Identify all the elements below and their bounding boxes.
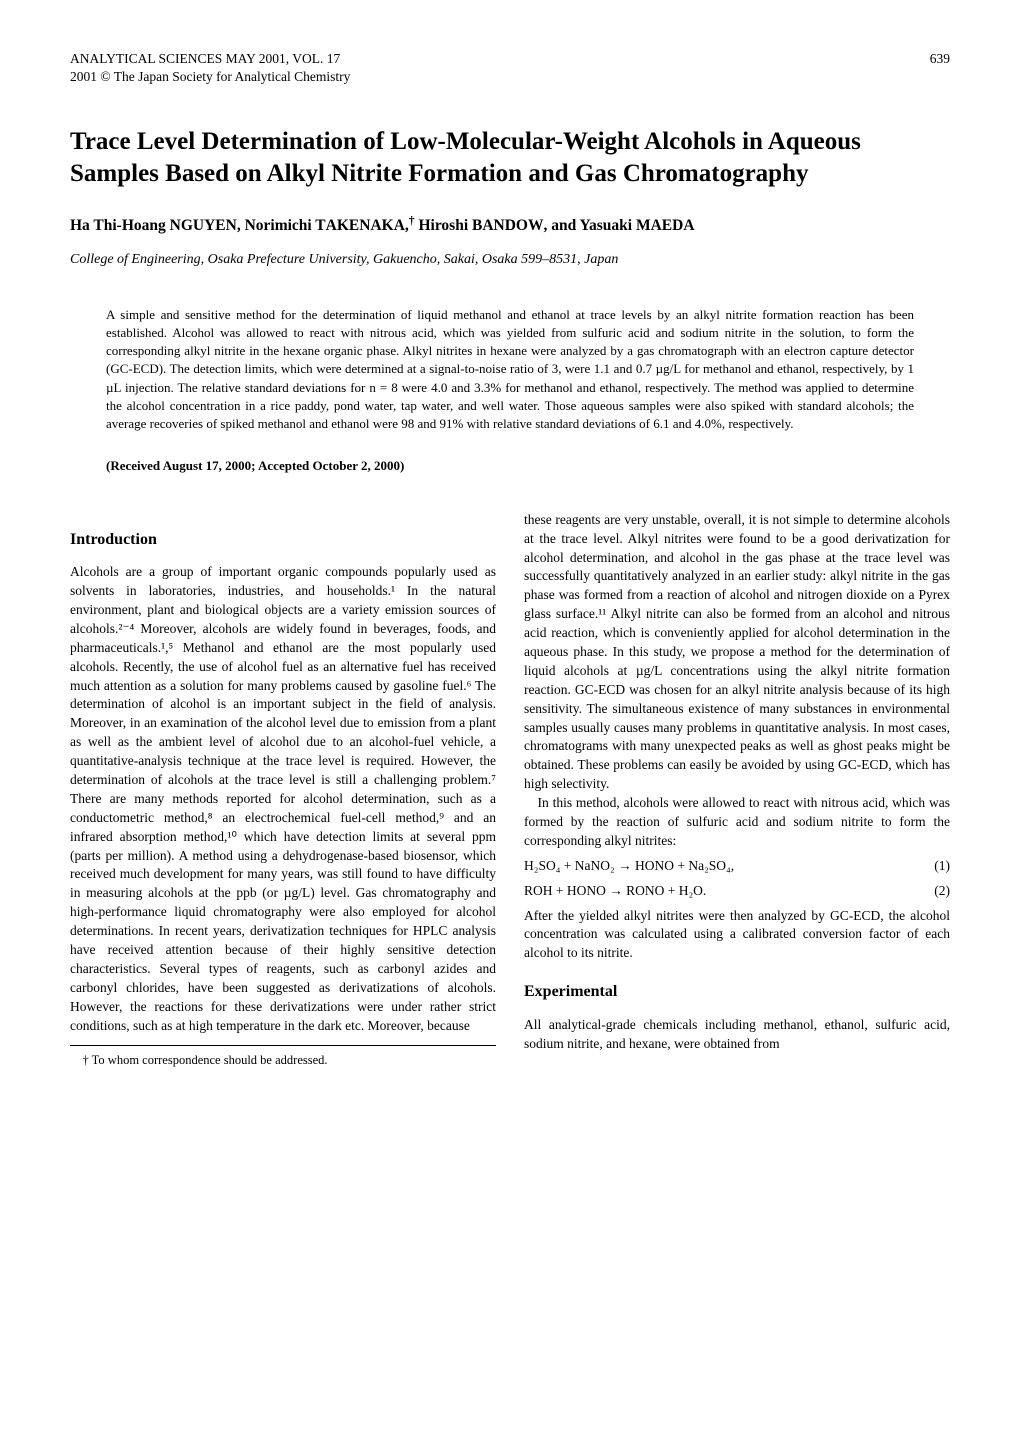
copyright-line: 2001 © The Japan Society for Analytical …	[70, 68, 350, 86]
equation-2-body: ROH + HONO → RONO + H₂O.	[524, 882, 706, 901]
equation-1-body: H₂SO₄ + NaNO₂ → HONO + Na₂SO₄,	[524, 857, 734, 876]
page-number: 639	[930, 50, 950, 68]
journal-line: ANALYTICAL SCIENCES MAY 2001, VOL. 17	[70, 50, 350, 68]
experimental-paragraph-1: All analytical-grade chemicals including…	[524, 1016, 950, 1054]
section-heading-introduction: Introduction	[70, 529, 496, 551]
intro-paragraph-4: After the yielded alkyl nitrites were th…	[524, 907, 950, 964]
article-title: Trace Level Determination of Low-Molecul…	[70, 126, 950, 189]
section-heading-experimental: Experimental	[524, 981, 950, 1003]
equation-1: H₂SO₄ + NaNO₂ → HONO + Na₂SO₄, (1)	[524, 857, 950, 876]
affiliation: College of Engineering, Osaka Prefecture…	[70, 251, 950, 270]
corresponding-author-footnote: † To whom correspondence should be addre…	[70, 1052, 496, 1070]
intro-paragraph-3: In this method, alcohols were allowed to…	[524, 794, 950, 851]
intro-paragraph-2: these reagents are very unstable, overal…	[524, 511, 950, 794]
author-list: Ha Thi-Hoang NGUYEN, Norimichi TAKENAKA,…	[70, 213, 950, 237]
received-accepted-dates: (Received August 17, 2000; Accepted Octo…	[106, 457, 914, 475]
authors-text: Ha Thi-Hoang NGUYEN, Norimichi TAKENAKA,…	[70, 217, 695, 234]
body-columns: Introduction Alcohols are a group of imp…	[70, 511, 950, 1070]
intro-paragraph-1: Alcohols are a group of important organi…	[70, 563, 496, 1035]
running-header: ANALYTICAL SCIENCES MAY 2001, VOL. 17 20…	[70, 50, 950, 86]
equation-1-number: (1)	[934, 857, 950, 876]
equation-2: ROH + HONO → RONO + H₂O. (2)	[524, 882, 950, 901]
abstract: A simple and sensitive method for the de…	[106, 306, 914, 433]
equation-2-number: (2)	[934, 882, 950, 901]
header-left: ANALYTICAL SCIENCES MAY 2001, VOL. 17 20…	[70, 50, 350, 86]
footnote-rule	[70, 1045, 496, 1046]
